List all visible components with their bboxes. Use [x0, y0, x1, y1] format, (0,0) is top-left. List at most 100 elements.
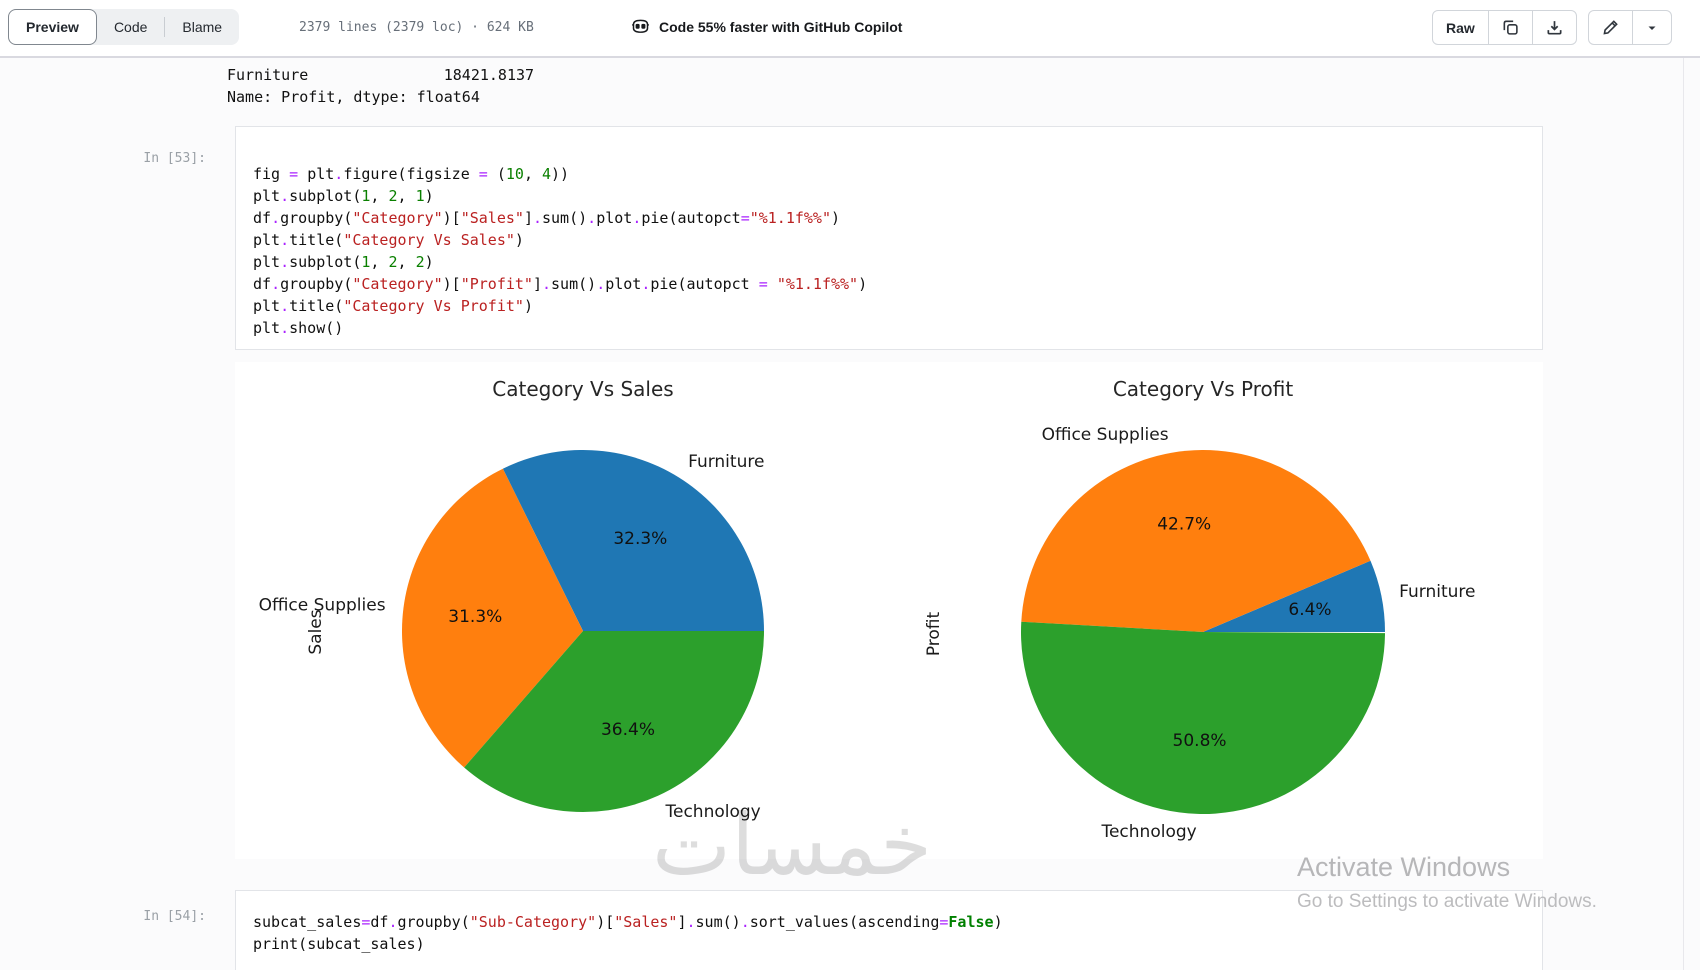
code-token: = — [939, 913, 949, 931]
code-token: . — [280, 297, 290, 315]
tab-code[interactable]: Code — [113, 19, 148, 35]
code-token: = — [740, 209, 750, 227]
code-token: . — [271, 275, 281, 293]
edit-dropdown-button[interactable] — [1633, 11, 1671, 44]
copy-raw-button[interactable] — [1489, 11, 1533, 44]
code-token: = — [478, 165, 488, 183]
code-token: sort_values — [749, 913, 850, 931]
code-token: . — [388, 913, 398, 931]
code-token: title — [289, 231, 335, 249]
code-token: plt — [253, 187, 281, 205]
code-token: ) — [523, 297, 533, 315]
code-cell-53[interactable]: fig = plt.figure(figsize = (10, 4)) plt.s… — [235, 126, 1543, 350]
raw-button[interactable]: Raw — [1433, 11, 1489, 44]
code-token — [488, 165, 497, 183]
code-token: ( — [668, 209, 678, 227]
code-token: () — [325, 319, 344, 337]
code-token: plt — [253, 253, 281, 271]
code-token: . — [532, 209, 542, 227]
code-token: ascending — [858, 913, 940, 931]
code-token: print — [253, 935, 299, 953]
code-token: "Category" — [352, 209, 443, 227]
code-token: ( — [460, 913, 470, 931]
copilot-icon — [630, 16, 651, 37]
code-token: ( — [334, 231, 344, 249]
code-block-54: subcat_sales=df.groupby("Sub-Category")[… — [236, 891, 1542, 955]
code-token: df — [370, 913, 389, 931]
code-token — [407, 253, 416, 271]
code-line: print(subcat_sales) — [253, 933, 1542, 955]
code-token: . — [334, 165, 344, 183]
code-token: sum — [695, 913, 723, 931]
code-token: title — [289, 297, 335, 315]
code-token: , — [523, 165, 533, 183]
code-token: plot — [605, 275, 642, 293]
code-token: )) — [551, 165, 570, 183]
code-token: autopct — [686, 275, 750, 293]
code-token: 1 — [361, 187, 371, 205]
code-token: ( — [677, 275, 687, 293]
code-token: df — [253, 209, 272, 227]
code-token: 1 — [415, 187, 425, 205]
code-line: plt.subplot(1, 2, 1) — [253, 185, 1542, 207]
code-token: groupby — [280, 275, 344, 293]
code-line: subcat_sales=df.groupby("Sub-Category")[… — [253, 911, 1542, 933]
download-button[interactable] — [1533, 11, 1576, 44]
code-token: . — [596, 275, 606, 293]
code-token: df — [253, 275, 272, 293]
code-token — [298, 165, 307, 183]
code-token: ( — [334, 297, 344, 315]
code-token: 4 — [542, 165, 552, 183]
code-token: () — [569, 209, 588, 227]
code-token: )[ — [442, 209, 461, 227]
code-token: "Category Vs Sales" — [343, 231, 515, 249]
tab-blame[interactable]: Blame — [182, 19, 223, 35]
code-token: plt — [253, 319, 281, 337]
code-token: , — [397, 187, 407, 205]
copilot-banner-text: Code 55% faster with GitHub Copilot — [659, 18, 903, 35]
code-block-53: fig = plt.figure(figsize = (10, 4)) plt.s… — [236, 127, 1542, 339]
code-line: plt.title("Category Vs Profit") — [253, 295, 1542, 317]
code-line: plt.title("Category Vs Sales") — [253, 229, 1542, 251]
code-token: . — [641, 275, 651, 293]
code-token: = — [361, 913, 371, 931]
file-meta-info: 2379 lines (2379 loc) · 624 KB — [299, 20, 534, 35]
code-token: ) — [424, 187, 434, 205]
code-token — [750, 275, 759, 293]
code-token: 2 — [388, 187, 398, 205]
code-token: () — [722, 913, 741, 931]
code-token: , — [370, 187, 380, 205]
code-token — [470, 165, 479, 183]
code-token — [280, 165, 289, 183]
code-line: plt.subplot(1, 2, 2) — [253, 251, 1542, 273]
code-token: pie — [641, 209, 669, 227]
code-token: 10 — [505, 165, 524, 183]
code-cell-54[interactable]: subcat_sales=df.groupby("Sub-Category")[… — [235, 890, 1543, 970]
output-line: Furniture 18421.8137 — [227, 66, 535, 84]
copilot-banner[interactable]: Code 55% faster with GitHub Copilot — [630, 16, 902, 37]
code-token: , — [370, 253, 380, 271]
code-line: plt.show() — [253, 317, 1542, 339]
code-token: . — [686, 913, 696, 931]
code-token: fig — [253, 165, 281, 183]
code-token: figure — [343, 165, 398, 183]
code-token: ( — [496, 165, 506, 183]
code-token: False — [948, 913, 994, 931]
code-token: "Profit" — [460, 275, 533, 293]
code-token: autopct — [677, 209, 741, 227]
code-token — [768, 275, 777, 293]
code-token: "%1.1f%%" — [776, 275, 859, 293]
code-token — [533, 165, 542, 183]
code-token: "Category" — [352, 275, 443, 293]
edit-button[interactable] — [1589, 11, 1633, 44]
code-token: ) — [514, 231, 524, 249]
code-token: ] — [677, 913, 687, 931]
tab-preview[interactable]: Preview — [8, 9, 97, 45]
code-token: figsize — [406, 165, 470, 183]
code-token: ( — [343, 275, 353, 293]
code-token: pie — [650, 275, 678, 293]
file-header-bar: Preview Code Blame 2379 lines (2379 loc)… — [0, 0, 1700, 58]
code-token: = — [758, 275, 768, 293]
code-line: fig = plt.figure(figsize = (10, 4)) — [253, 163, 1542, 185]
